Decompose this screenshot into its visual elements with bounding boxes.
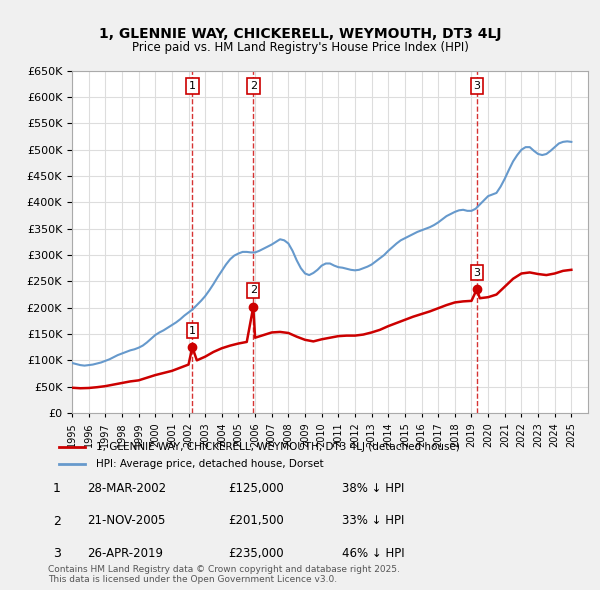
Text: 1, GLENNIE WAY, CHICKERELL, WEYMOUTH, DT3 4LJ (detached house): 1, GLENNIE WAY, CHICKERELL, WEYMOUTH, DT… [95,442,460,453]
Text: Contains HM Land Registry data © Crown copyright and database right 2025.
This d: Contains HM Land Registry data © Crown c… [48,565,400,584]
Text: 1: 1 [189,81,196,91]
Text: 26-APR-2019: 26-APR-2019 [87,547,163,560]
Text: 3: 3 [53,547,61,560]
Text: £235,000: £235,000 [228,547,284,560]
Text: 1, GLENNIE WAY, CHICKERELL, WEYMOUTH, DT3 4LJ: 1, GLENNIE WAY, CHICKERELL, WEYMOUTH, DT… [99,27,501,41]
Text: 2: 2 [250,81,257,91]
Text: 1: 1 [189,326,196,336]
Text: 2: 2 [53,514,61,528]
Text: 38% ↓ HPI: 38% ↓ HPI [342,482,404,495]
Text: 3: 3 [473,268,481,278]
Text: HPI: Average price, detached house, Dorset: HPI: Average price, detached house, Dors… [95,459,323,469]
Text: £201,500: £201,500 [228,514,284,527]
Text: 46% ↓ HPI: 46% ↓ HPI [342,547,404,560]
Text: 3: 3 [473,81,481,91]
Text: 1: 1 [53,482,61,496]
Text: 28-MAR-2002: 28-MAR-2002 [87,482,166,495]
Text: 21-NOV-2005: 21-NOV-2005 [87,514,166,527]
Text: Price paid vs. HM Land Registry's House Price Index (HPI): Price paid vs. HM Land Registry's House … [131,41,469,54]
Text: 2: 2 [250,286,257,296]
Text: £125,000: £125,000 [228,482,284,495]
Text: 33% ↓ HPI: 33% ↓ HPI [342,514,404,527]
